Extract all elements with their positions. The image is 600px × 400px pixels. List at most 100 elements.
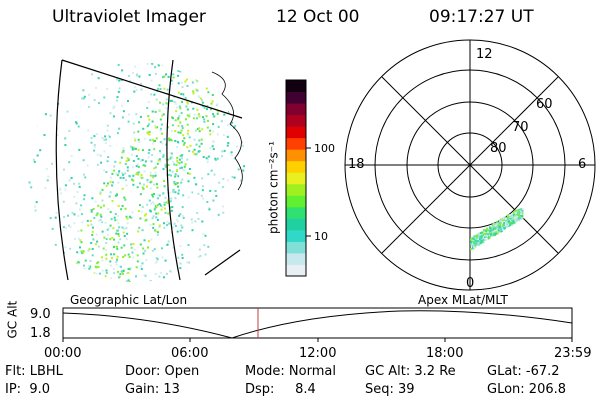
image-pixel <box>159 160 162 163</box>
image-pixel <box>159 150 161 152</box>
image-pixel <box>136 163 139 166</box>
image-pixel <box>54 243 57 246</box>
image-pixel <box>30 279 32 282</box>
image-pixel <box>164 196 167 199</box>
image-pixel <box>128 113 130 116</box>
image-pixel <box>177 189 180 192</box>
oval-pixel <box>497 229 500 232</box>
image-pixel <box>124 172 127 175</box>
image-pixel <box>217 125 220 128</box>
image-pixel <box>209 133 212 136</box>
image-pixel <box>47 247 50 250</box>
image-pixel <box>123 244 126 247</box>
image-pixel <box>58 189 61 191</box>
image-pixel <box>182 215 185 217</box>
image-pixel <box>244 77 247 80</box>
image-pixel <box>157 87 160 90</box>
image-pixel <box>170 278 173 281</box>
image-pixel <box>212 199 215 202</box>
image-pixel <box>241 84 244 87</box>
image-pixel <box>181 226 184 229</box>
image-pixel <box>207 119 209 122</box>
image-pixel <box>173 101 176 103</box>
image-pixel <box>174 130 177 132</box>
oval-pixel <box>504 217 507 220</box>
image-pixel <box>153 93 156 96</box>
image-pixel <box>214 190 217 192</box>
image-pixel <box>233 101 236 104</box>
image-pixel <box>96 262 99 265</box>
image-pixel <box>56 134 59 136</box>
oval-pixel <box>506 222 509 225</box>
image-pixel <box>177 256 180 259</box>
image-pixel <box>109 224 112 227</box>
image-pixel <box>193 138 196 141</box>
image-pixel <box>188 115 191 118</box>
image-pixel <box>28 269 31 272</box>
image-pixel <box>195 143 198 146</box>
image-pixel <box>174 119 177 122</box>
image-pixel <box>147 123 150 126</box>
image-pixel <box>180 112 183 114</box>
image-pixel <box>217 213 220 216</box>
oval-pixel <box>511 221 514 224</box>
oval-pixel <box>487 231 490 234</box>
image-pixel <box>101 230 104 233</box>
image-pixel <box>38 235 41 238</box>
image-pixel <box>169 206 172 209</box>
image-pixel <box>167 199 170 202</box>
image-pixel <box>29 117 32 120</box>
oval-pixel <box>473 242 476 245</box>
image-pixel <box>131 153 134 156</box>
image-pixel <box>162 154 165 157</box>
image-pixel <box>221 120 223 123</box>
image-pixel <box>187 129 190 132</box>
image-pixel <box>74 237 76 240</box>
image-pixel <box>136 254 139 257</box>
image-pixel <box>96 153 99 156</box>
image-pixel <box>156 233 159 236</box>
image-pixel <box>169 99 172 102</box>
image-pixel <box>196 128 199 130</box>
oval-pixel <box>508 221 511 224</box>
image-pixel <box>176 63 179 66</box>
image-pixel <box>39 149 42 152</box>
oval-pixel <box>470 238 473 241</box>
image-pixel <box>173 163 176 166</box>
image-pixel <box>188 113 191 116</box>
image-pixel <box>76 191 79 193</box>
image-pixel <box>244 197 246 200</box>
image-pixel <box>140 82 143 85</box>
image-pixel <box>158 203 161 205</box>
image-pixel <box>125 238 128 241</box>
image-pixel <box>200 142 203 145</box>
image-pixel <box>71 275 74 278</box>
image-pixel <box>192 150 194 153</box>
oval-pixel <box>497 225 499 228</box>
image-pixel <box>140 88 143 91</box>
image-pixel <box>127 267 130 270</box>
image-pixel <box>147 240 150 243</box>
image-pixel <box>99 218 102 221</box>
oval-pixel <box>471 242 474 245</box>
image-pixel <box>128 256 131 258</box>
image-pixel <box>73 222 76 225</box>
image-pixel <box>138 75 141 78</box>
oval-pixel <box>484 238 487 241</box>
image-pixel <box>117 64 120 66</box>
image-pixel <box>79 246 81 249</box>
oval-pixel <box>502 217 505 220</box>
image-pixel <box>130 216 133 219</box>
image-pixel <box>164 207 166 210</box>
image-pixel <box>207 173 210 176</box>
image-pixel <box>173 95 175 98</box>
image-pixel <box>222 211 225 214</box>
image-pixel <box>164 163 167 166</box>
image-pixel <box>177 118 180 121</box>
image-pixel <box>133 131 136 134</box>
image-pixel <box>45 168 48 171</box>
image-pixel <box>77 261 80 264</box>
image-pixel <box>118 87 121 90</box>
image-pixel <box>148 74 151 76</box>
image-pixel <box>126 166 129 169</box>
